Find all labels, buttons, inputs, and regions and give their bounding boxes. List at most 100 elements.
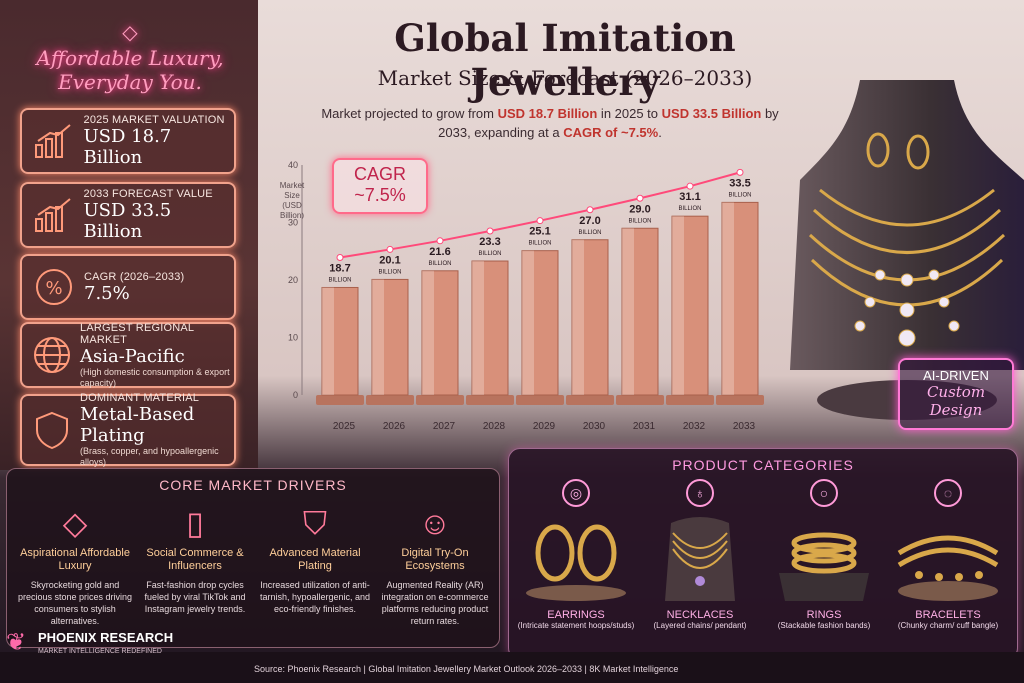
bar-unit-label: BILLION — [728, 192, 751, 198]
bar-base — [616, 395, 664, 405]
category-desc: (Layered chains/ pendant) — [653, 621, 747, 630]
bar-base — [516, 395, 564, 405]
bar-unit-label: BILLION — [328, 277, 351, 283]
trend-point — [636, 194, 644, 202]
neon-sign: ◇ Affordable Luxury, Everyday You. — [20, 20, 240, 94]
driver-desc: Increased utilization of anti-tarnish, h… — [259, 580, 371, 614]
necklaces-image — [641, 513, 759, 603]
x-tick-label: 2032 — [683, 421, 706, 432]
trend-point — [336, 253, 344, 261]
x-tick-label: 2029 — [533, 421, 556, 432]
y-tick-label: 10 — [288, 333, 298, 343]
bar-base — [566, 395, 614, 405]
stat-value: 7.5% — [84, 282, 130, 304]
driver-heading: Aspirational Affordable Luxury — [20, 547, 130, 572]
bar-highlight — [522, 250, 534, 395]
y-tick-label: 30 — [288, 218, 298, 228]
stat-value: USD 33.5 Billion — [83, 200, 172, 242]
category-name: BRACELETS — [915, 609, 981, 621]
page-subtitle: Market Size & Forecast (2026–2033) — [377, 66, 753, 90]
bar — [571, 239, 609, 396]
shield-sparkle-icon: ⛉ — [302, 505, 327, 541]
category-necklaces: ♁ NECKLACES (Layered chains/ pendant) — [641, 479, 759, 657]
core-drivers-panel: CORE MARKET DRIVERS ◇ Aspirational Affor… — [6, 468, 500, 648]
bar — [621, 227, 659, 396]
cagr-badge-label: CAGR — [353, 164, 406, 184]
bar-base — [466, 395, 514, 405]
stat-card-region: LARGEST REGIONAL MARKET Asia-Pacific (Hi… — [20, 322, 236, 388]
stat-value: USD 18.7 Billion — [83, 126, 172, 168]
bar-chart-icon — [32, 119, 76, 163]
trend-point — [586, 206, 594, 214]
source-line: Source: Phoenix Research | Global Imitat… — [254, 664, 679, 674]
ai-badge-line1: AI-DRIVEN — [923, 368, 989, 383]
stat-label: 2033 FORECAST VALUE — [83, 188, 213, 200]
category-name: NECKLACES — [666, 609, 734, 621]
x-tick-label: 2026 — [383, 421, 406, 432]
ring-icon: ○ — [810, 479, 838, 507]
page-title: Global Imitation Jewellery — [394, 16, 736, 104]
bar-highlight — [372, 279, 384, 395]
bar — [521, 250, 559, 396]
y-tick-label: 20 — [288, 275, 298, 285]
trend-point — [736, 168, 744, 176]
bar-value-label: 29.0 — [629, 203, 650, 215]
y-tick-label: 0 — [293, 390, 298, 400]
ai-badge-line2: Custom — [926, 383, 986, 401]
y-axis-label: Market Size (USD Billion) — [280, 181, 305, 220]
stat-card-2025: 2025 MARKET VALUATION USD 18.7 Billion — [20, 108, 236, 174]
bar-chart-icon — [32, 193, 76, 237]
desc-value-2033: USD 33.5 Billion — [661, 106, 762, 121]
trend-point — [486, 227, 494, 235]
y-tick-label: 40 — [288, 160, 298, 170]
bar-value-label: 33.5 — [729, 177, 750, 189]
driver-item: ▯ Social Commerce & Influencers Fast-fas… — [137, 503, 253, 615]
desc-text: by 2033, expanding at a — [438, 106, 779, 140]
trend-point — [536, 217, 544, 225]
bar-highlight — [422, 270, 434, 395]
bar-highlight — [722, 202, 734, 395]
bar-base — [716, 395, 764, 405]
stat-value: Asia-Pacific — [80, 345, 185, 367]
bar — [471, 260, 509, 396]
brand-name: PHOENIX RESEARCH — [38, 630, 174, 645]
bar-base — [366, 395, 414, 405]
description: Market projected to grow from USD 18.7 B… — [310, 104, 790, 142]
stat-label: DOMINANT MATERIAL — [80, 392, 200, 404]
category-name: EARRINGS — [547, 609, 605, 621]
category-desc: (Stackable fashion bands) — [777, 621, 871, 630]
market-size-chart: Market Size (USD Billion)01020304018.7BILLI… — [280, 160, 764, 432]
drivers-title: CORE MARKET DRIVERS — [159, 477, 347, 493]
bar-unit-label: BILLION — [528, 241, 551, 247]
category-desc: (Chunky charm/ cuff bangle) — [897, 621, 999, 630]
bar-highlight — [472, 261, 484, 395]
stat-card-cagr: % CAGR (2026–2033) 7.5% — [20, 254, 236, 320]
bar-base — [666, 395, 714, 405]
desc-value-2025: USD 18.7 Billion — [497, 106, 598, 121]
categories-title: PRODUCT CATEGORIES — [672, 457, 854, 473]
footer-bar — [0, 652, 1024, 683]
bar — [371, 278, 409, 396]
percent-icon: % — [32, 265, 76, 309]
bar-highlight — [672, 216, 684, 395]
bar-unit-label: BILLION — [378, 269, 401, 275]
bar — [721, 201, 759, 396]
bar-value-label: 31.1 — [679, 191, 700, 203]
neon-line-2: Everyday You. — [58, 70, 202, 94]
bar — [321, 286, 359, 396]
x-tick-label: 2033 — [733, 421, 756, 432]
bar-value-label: 21.6 — [429, 246, 450, 258]
stat-label: CAGR (2026–2033) — [84, 270, 185, 283]
stat-sub: (High domestic consumption & export capa… — [80, 366, 230, 388]
x-tick-label: 2031 — [633, 421, 656, 432]
driver-desc: Skyrocketing gold and precious stone pri… — [17, 580, 133, 626]
driver-heading: Digital Try-On Ecosystems — [401, 547, 469, 572]
bar-unit-label: BILLION — [678, 206, 701, 212]
driver-item: ⛉ Advanced Material Plating Increased ut… — [257, 503, 373, 615]
stat-label: 2025 MARKET VALUATION — [83, 114, 225, 126]
bar-base — [416, 395, 464, 405]
bar-value-label: 20.1 — [379, 254, 400, 266]
x-tick-label: 2027 — [433, 421, 456, 432]
bar-unit-label: BILLION — [628, 218, 651, 224]
rings-image — [765, 513, 883, 603]
